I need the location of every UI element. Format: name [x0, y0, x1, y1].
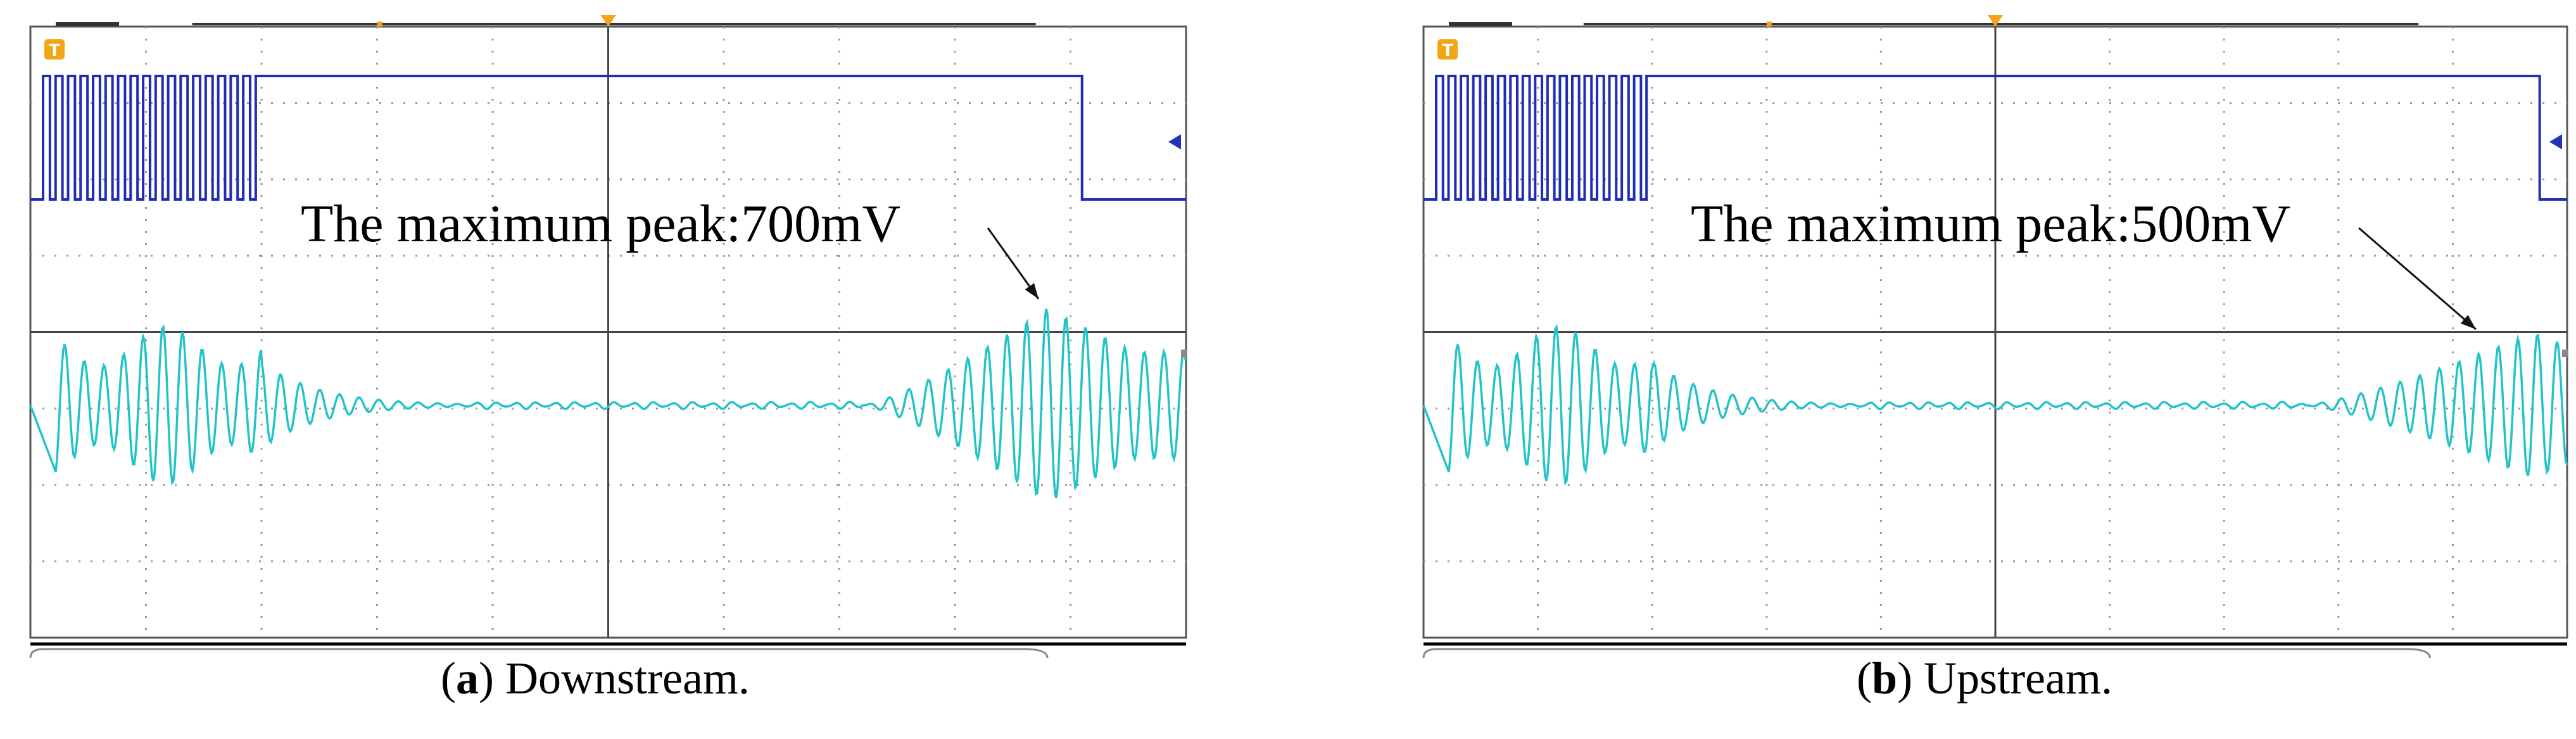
- peak-arrow-head: [1025, 282, 1039, 299]
- ch1-level-marker-icon: [1168, 134, 1181, 149]
- trigger-icon-label: T: [49, 41, 60, 60]
- caption-label-b: b: [1872, 653, 1898, 704]
- caption-b: (b) Upstream.: [1857, 653, 2112, 704]
- caption-text-a: Downstream.: [505, 653, 750, 704]
- peak-arrow-head: [2460, 315, 2476, 329]
- trigger-position-marker-icon: [1988, 15, 2003, 27]
- trigger-icon: [1437, 39, 1458, 60]
- peak-annotation-b: The maximum peak:500mV: [1691, 194, 2291, 253]
- scope-screen-a: T: [29, 15, 1187, 659]
- ch2-level-marker-icon: [1181, 350, 1187, 357]
- trigger-position-marker-icon: [600, 15, 616, 27]
- caption-a: (a) Downstream.: [441, 653, 750, 704]
- ch2-echo-signal: [29, 308, 1187, 498]
- peak-arrow-line: [2358, 227, 2477, 331]
- pretrigger-marker-icon: [1766, 22, 1772, 27]
- caption-text-b: Upstream.: [1924, 653, 2112, 704]
- pretrigger-marker-icon: [377, 22, 382, 27]
- ch1-square-wave: [30, 75, 1186, 201]
- ch2-level-marker-icon: [2562, 350, 2568, 357]
- ch1-level-marker-icon: [2549, 134, 2562, 149]
- bottom-bracket: [1422, 648, 2431, 659]
- bottom-bracket: [29, 648, 1049, 659]
- scope-screen-b: T: [1422, 15, 2568, 659]
- trigger-icon-label: T: [1442, 41, 1453, 60]
- trigger-icon: [44, 39, 65, 60]
- ch1-square-wave: [1424, 75, 2567, 201]
- ch2-echo-signal: [1422, 324, 2568, 486]
- peak-annotation-a: The maximum peak:700mV: [301, 194, 901, 253]
- caption-label-a: a: [456, 653, 479, 704]
